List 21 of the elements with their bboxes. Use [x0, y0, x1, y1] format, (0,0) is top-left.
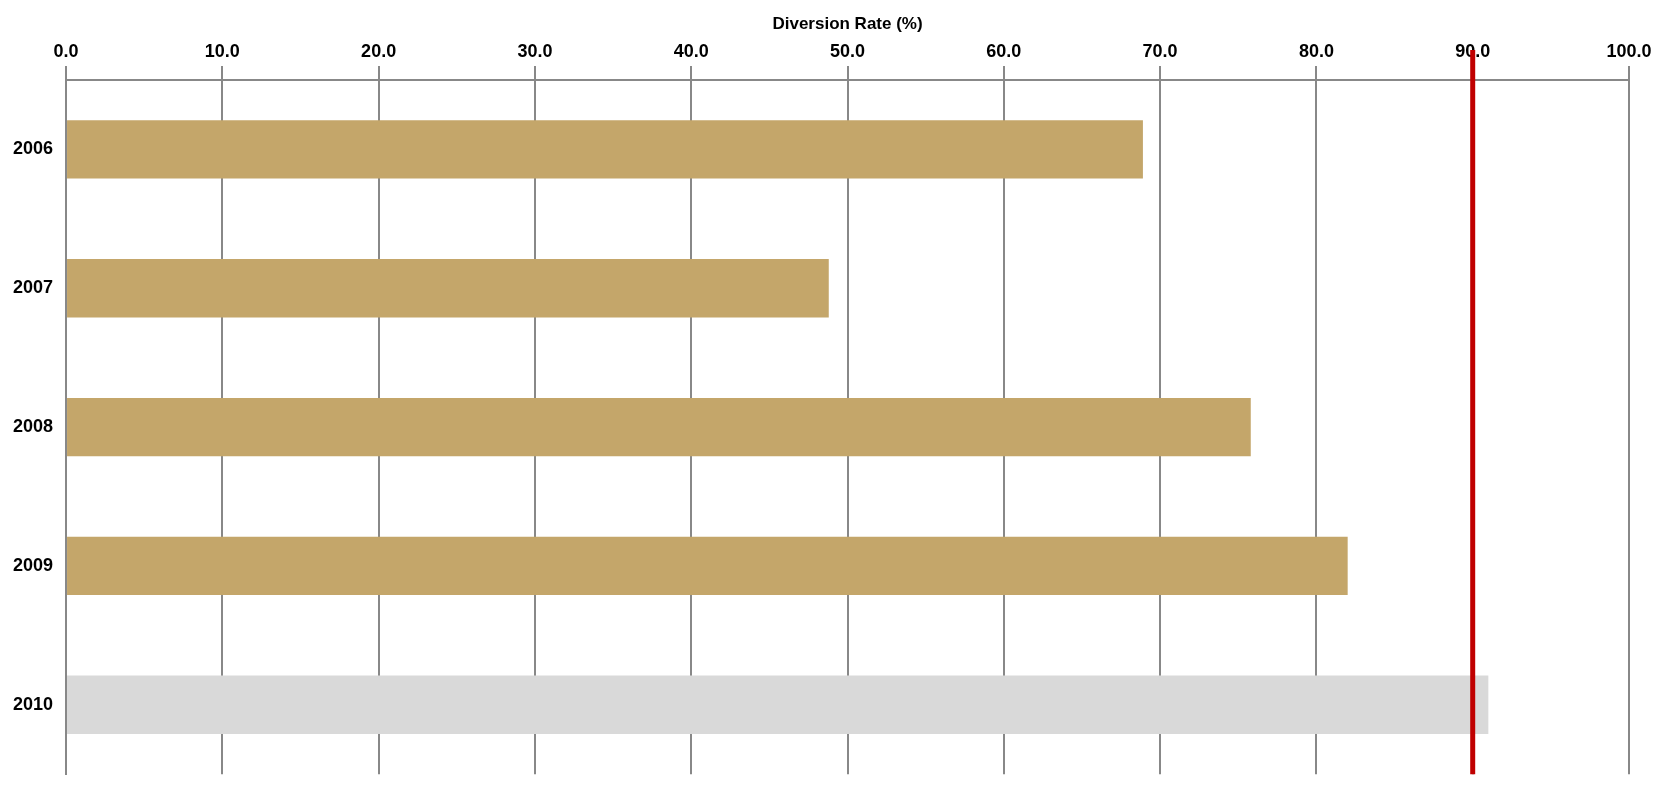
x-tick-label: 100.0 — [1606, 41, 1652, 62]
bar — [67, 120, 1143, 179]
x-tick-label: 30.0 — [517, 41, 553, 62]
y-tick-label: 2008 — [13, 416, 54, 437]
y-tick-label: 2007 — [13, 277, 54, 298]
y-tick-label: 2009 — [13, 554, 54, 575]
x-tick-label: 0.0 — [53, 41, 79, 62]
x-tick-label: 40.0 — [673, 41, 709, 62]
bar — [67, 536, 1348, 596]
x-tick-label: 70.0 — [1142, 41, 1178, 62]
y-tick-label: 2010 — [13, 693, 54, 714]
x-tick-label: 50.0 — [830, 41, 866, 62]
y-tick-label: 2006 — [13, 138, 54, 159]
bar — [67, 397, 1251, 457]
x-tick-label: 80.0 — [1298, 41, 1334, 62]
bar — [67, 259, 829, 318]
x-axis-title: Diversion Rate (%) — [772, 13, 923, 33]
x-tick-label: 10.0 — [204, 41, 240, 62]
x-tick-label: 60.0 — [986, 41, 1022, 62]
bar — [67, 675, 1489, 734]
x-tick-label: 20.0 — [361, 41, 397, 62]
